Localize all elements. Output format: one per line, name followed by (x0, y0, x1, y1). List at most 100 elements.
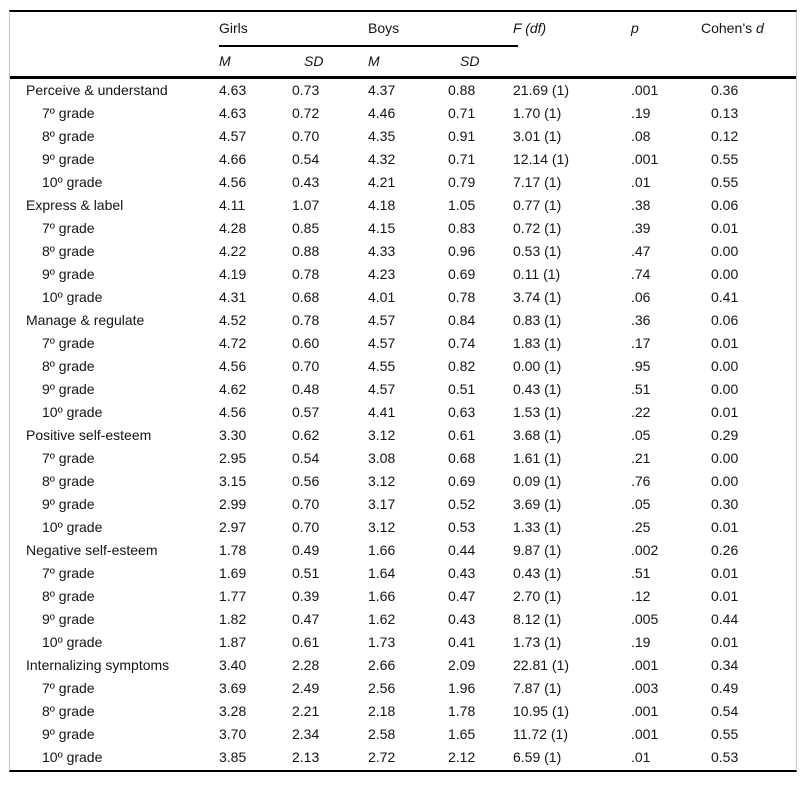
row-label: 10º grade (42, 289, 103, 305)
row-cell: 4.46 (368, 105, 396, 121)
row-cell: 0.00 (711, 266, 739, 282)
row-cell: 0.60 (292, 335, 320, 351)
row-label: 10º grade (42, 174, 103, 190)
row-cell: 0.63 (448, 404, 476, 420)
table-row: 9º grade 4.66 0.54 4.32 0.71 12.14 (1) .… (10, 148, 796, 171)
row-cell: 0.55 (711, 726, 739, 742)
row-cell: 0.78 (292, 312, 320, 328)
row-cell: 2.99 (219, 496, 247, 512)
row-cell: 3.01 (1) (513, 128, 562, 144)
row-cell: .06 (631, 289, 651, 305)
row-cell: 0.39 (292, 588, 320, 604)
table-row: 8º grade 4.57 0.70 4.35 0.91 3.01 (1) .0… (10, 125, 796, 148)
row-cell: 0.49 (711, 680, 739, 696)
row-cell: 0.43 (1) (513, 565, 562, 581)
row-cell: .38 (631, 197, 651, 213)
row-cell: .19 (631, 105, 651, 121)
p-column-header: p (631, 20, 639, 36)
row-cell: 0.00 (711, 358, 739, 374)
row-cell: 4.72 (219, 335, 247, 351)
row-cell: 0.79 (448, 174, 476, 190)
row-cell: 3.08 (368, 450, 396, 466)
row-cell: 2.13 (292, 749, 320, 765)
row-cell: 1.65 (448, 726, 476, 742)
row-label: 7º grade (42, 335, 95, 351)
row-cell: .22 (631, 404, 651, 420)
row-cell: .36 (631, 312, 651, 328)
row-cell: 3.15 (219, 473, 247, 489)
table-row: Manage & regulate 4.52 0.78 4.57 0.84 0.… (10, 309, 796, 332)
row-cell: 1.78 (448, 703, 476, 719)
row-cell: 0.61 (448, 427, 476, 443)
row-label: 8º grade (42, 243, 95, 259)
table-row: Express & label 4.11 1.07 4.18 1.05 0.77… (10, 194, 796, 217)
table-row: 8º grade 4.22 0.88 4.33 0.96 0.53 (1) .4… (10, 240, 796, 263)
row-cell: 0.91 (448, 128, 476, 144)
row-cell: 0.00 (1) (513, 358, 562, 374)
row-cell: .76 (631, 473, 651, 489)
row-cell: 0.85 (292, 220, 320, 236)
row-cell: 0.77 (1) (513, 197, 562, 213)
boys-mean-header: M (368, 53, 380, 69)
row-label: Positive self-esteem (26, 427, 152, 443)
row-cell: .17 (631, 335, 651, 351)
header-bottom-rule (10, 76, 796, 79)
row-label: Manage & regulate (26, 312, 145, 328)
row-cell: .74 (631, 266, 651, 282)
row-cell: 4.56 (219, 174, 247, 190)
row-cell: 0.54 (292, 151, 320, 167)
row-label: 9º grade (42, 151, 95, 167)
table-body: Perceive & understand 4.63 0.73 4.37 0.8… (10, 79, 796, 770)
row-cell: 3.69 (219, 680, 247, 696)
table-row: 10º grade 4.56 0.57 4.41 0.63 1.53 (1) .… (10, 401, 796, 424)
row-label: 7º grade (42, 680, 95, 696)
row-cell: 4.11 (219, 197, 246, 213)
row-cell: .39 (631, 220, 651, 236)
row-cell: 0.51 (448, 381, 476, 397)
row-cell: 0.52 (448, 496, 476, 512)
row-cell: 2.21 (292, 703, 320, 719)
row-cell: 0.48 (292, 381, 320, 397)
row-cell: 4.63 (219, 82, 247, 98)
row-cell: .005 (631, 611, 659, 627)
row-cell: 3.40 (219, 657, 247, 673)
row-cell: 1.83 (1) (513, 335, 562, 351)
row-cell: 4.01 (368, 289, 396, 305)
row-cell: 0.71 (448, 151, 476, 167)
row-cell: 3.12 (368, 519, 396, 535)
row-cell: 0.29 (711, 427, 739, 443)
row-cell: 0.88 (292, 243, 320, 259)
row-cell: 4.22 (219, 243, 247, 259)
f-df-column-header: F (df) (513, 20, 547, 36)
row-cell: 4.21 (368, 174, 396, 190)
row-label: Express & label (26, 197, 124, 213)
row-label: 7º grade (42, 450, 95, 466)
row-cell: 1.64 (368, 565, 396, 581)
row-cell: 0.69 (448, 473, 476, 489)
row-cell: 0.61 (292, 634, 320, 650)
row-cell: 0.83 (448, 220, 476, 236)
table-row: Negative self-esteem 1.78 0.49 1.66 0.44… (10, 539, 796, 562)
row-cell: .003 (631, 680, 659, 696)
table-row: 9º grade 4.62 0.48 4.57 0.51 0.43 (1) .5… (10, 378, 796, 401)
row-cell: 3.70 (219, 726, 247, 742)
row-cell: 2.09 (448, 657, 476, 673)
row-cell: 0.55 (711, 174, 739, 190)
row-cell: 1.33 (1) (513, 519, 562, 535)
row-cell: 0.83 (1) (513, 312, 562, 328)
row-cell: .95 (631, 358, 651, 374)
row-cell: 0.01 (711, 588, 739, 604)
row-cell: 0.41 (711, 289, 739, 305)
row-cell: 1.69 (219, 565, 247, 581)
row-cell: 10.95 (1) (513, 703, 570, 719)
row-cell: 0.00 (711, 450, 739, 466)
row-cell: 0.69 (448, 266, 476, 282)
row-cell: 4.19 (219, 266, 247, 282)
boys-sd-header: SD (460, 53, 480, 69)
table-row: 9º grade 2.99 0.70 3.17 0.52 3.69 (1) .0… (10, 493, 796, 516)
row-label: 10º grade (42, 404, 103, 420)
row-cell: 0.68 (448, 450, 476, 466)
row-cell: 0.01 (711, 220, 739, 236)
row-cell: 1.87 (219, 634, 247, 650)
row-cell: .01 (631, 749, 651, 765)
